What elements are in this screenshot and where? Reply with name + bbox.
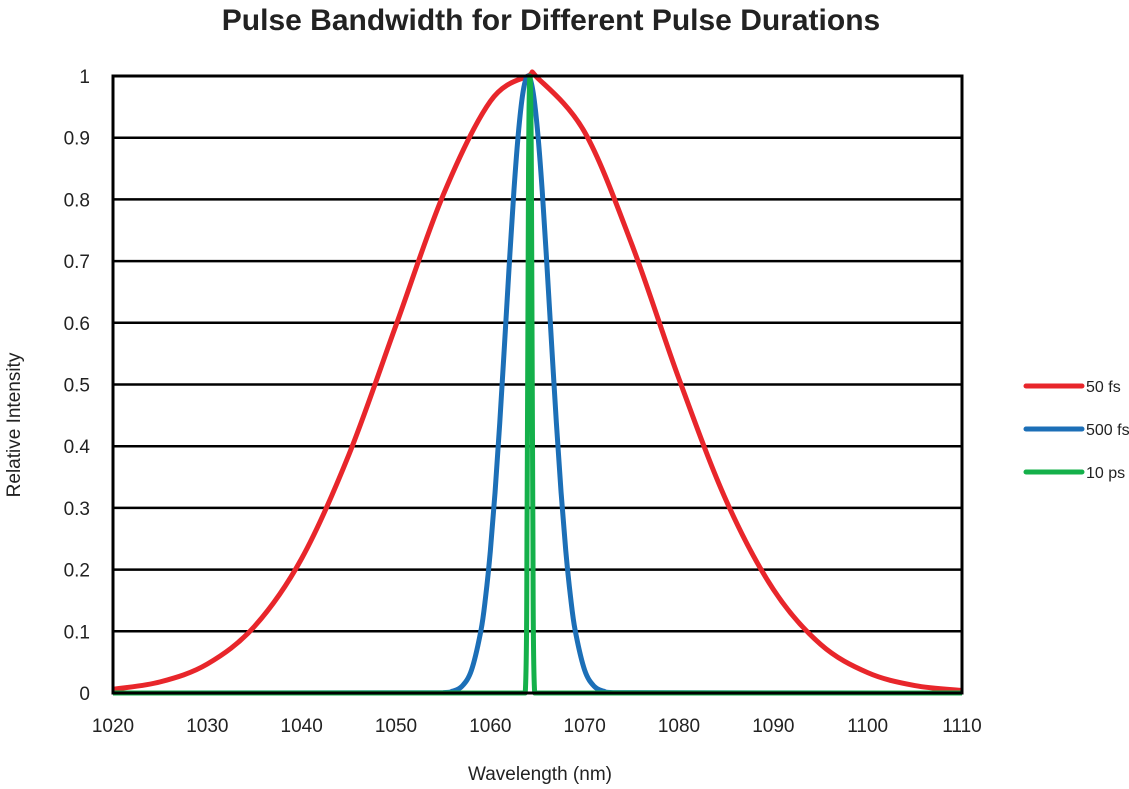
x-tick-label: 1020 — [92, 716, 134, 737]
series-line-0 — [112, 69, 963, 694]
x-tick-label: 1070 — [564, 716, 606, 737]
y-tick-label: 0.7 — [64, 252, 90, 273]
x-axis-ticks: 1020 1030 1040 1050 1060 1070 1080 1090 1100 1110 — [92, 716, 982, 737]
x-tick-label: 1050 — [375, 716, 417, 737]
x-tick-label: 1040 — [281, 716, 323, 737]
y-tick-label: 0.3 — [64, 499, 90, 520]
plot-frame — [111, 74, 964, 695]
x-tick-label: 1060 — [469, 716, 511, 737]
y-tick-label: 0.5 — [64, 376, 90, 397]
y-axis-label: Relative Intensity — [4, 352, 25, 497]
legend-label: 50 fs — [1086, 379, 1121, 396]
x-tick-label: 1090 — [752, 716, 794, 737]
y-axis-ticks: 0 0.1 0.2 0.3 0.4 0.5 0.6 0.7 0.8 0.9 1 — [64, 67, 91, 705]
x-tick-label: 1100 — [847, 716, 888, 737]
y-tick-label: 0 — [79, 684, 90, 705]
chart-title: Pulse Bandwidth for Different Pulse Dura… — [222, 4, 880, 37]
y-tick-label: 0.2 — [64, 561, 90, 582]
y-tick-label: 0.9 — [64, 129, 90, 150]
y-tick-label: 0.6 — [64, 314, 90, 335]
y-tick-label: 0.4 — [64, 437, 91, 458]
x-tick-label: 1030 — [186, 716, 228, 737]
y-tick-label: 0.8 — [64, 190, 90, 211]
legend-label: 10 ps — [1086, 465, 1125, 482]
legend-label: 500 fs — [1086, 422, 1129, 439]
series-lines — [112, 69, 963, 696]
legend-item: 50 fs — [1023, 379, 1121, 396]
legend-item: 10 ps — [1023, 465, 1125, 482]
x-tick-label: 1110 — [942, 716, 981, 737]
x-tick-label: 1080 — [658, 716, 700, 737]
legend-item: 500 fs — [1023, 422, 1129, 439]
y-tick-label: 0.1 — [64, 622, 90, 643]
x-axis-label: Wavelength (nm) — [468, 764, 612, 785]
grid — [113, 74, 962, 695]
legend: 50 fs 500 fs 10 ps — [1023, 379, 1129, 482]
y-tick-label: 1 — [79, 67, 90, 88]
